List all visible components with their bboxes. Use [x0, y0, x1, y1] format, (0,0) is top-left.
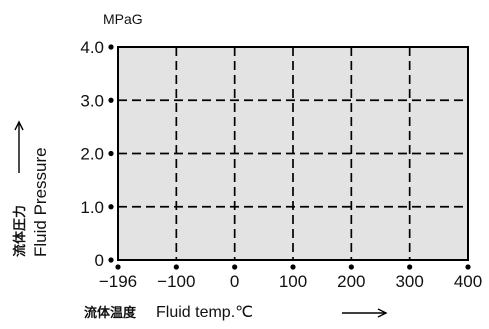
y-axis-title-cjk: 流体圧力	[12, 205, 27, 257]
x-tick-label: 200	[337, 272, 365, 291]
y-tick-label: 3.0	[80, 91, 104, 110]
y-tick-label: 2.0	[80, 145, 104, 164]
y-tick-label: 1.0	[80, 198, 104, 217]
x-axis-title: 流体温度 Fluid temp.℃	[84, 304, 388, 321]
x-tick-mark	[173, 264, 179, 270]
grid-lines	[118, 47, 468, 260]
y-unit-label: MPaG	[103, 11, 143, 27]
x-tick-mark	[232, 264, 238, 270]
y-axis-arrow-icon	[14, 120, 24, 173]
x-tick-label: −100	[157, 272, 195, 291]
x-axis: −196 −100 0 100 200 300 400	[99, 264, 482, 291]
x-tick-mark	[407, 264, 413, 270]
x-tick-mark	[465, 264, 471, 270]
x-tick-mark	[115, 264, 121, 270]
y-tick-mark	[108, 97, 114, 103]
x-axis-title-text: Fluid temp.℃	[156, 304, 253, 321]
x-axis-arrow-icon	[342, 308, 388, 318]
x-tick-label: 300	[395, 272, 423, 291]
y-tick-mark	[108, 257, 114, 263]
x-tick-label: 100	[279, 272, 307, 291]
x-tick-mark	[348, 264, 354, 270]
y-tick-mark	[108, 150, 114, 157]
x-tick-mark	[290, 264, 296, 270]
y-axis-title-text: Fluid Pressure	[31, 147, 50, 257]
y-tick-mark	[108, 204, 114, 210]
y-tick-label: 0	[95, 251, 104, 270]
y-tick-mark	[108, 44, 114, 50]
x-axis-title-cjk: 流体温度	[84, 305, 137, 320]
y-tick-label: 4.0	[80, 38, 104, 57]
y-axis-title: 流体圧力 Fluid Pressure	[12, 120, 50, 257]
x-tick-label: −196	[99, 272, 137, 291]
x-tick-label: 0	[230, 272, 239, 291]
x-tick-label: 400	[454, 272, 482, 291]
y-axis: 0 1.0 2.0 3.0 4.0	[80, 38, 114, 270]
